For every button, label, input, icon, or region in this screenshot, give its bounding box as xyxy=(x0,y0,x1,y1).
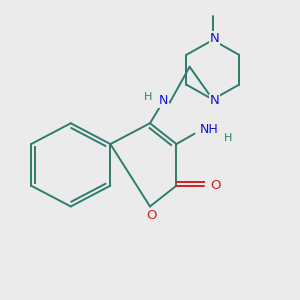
Text: N: N xyxy=(209,32,219,45)
Text: H: H xyxy=(144,92,152,101)
Text: O: O xyxy=(210,179,220,192)
Text: NH: NH xyxy=(200,123,219,136)
Text: N: N xyxy=(209,94,219,107)
Text: O: O xyxy=(146,209,157,223)
Text: N: N xyxy=(158,94,168,107)
Text: H: H xyxy=(224,133,232,143)
